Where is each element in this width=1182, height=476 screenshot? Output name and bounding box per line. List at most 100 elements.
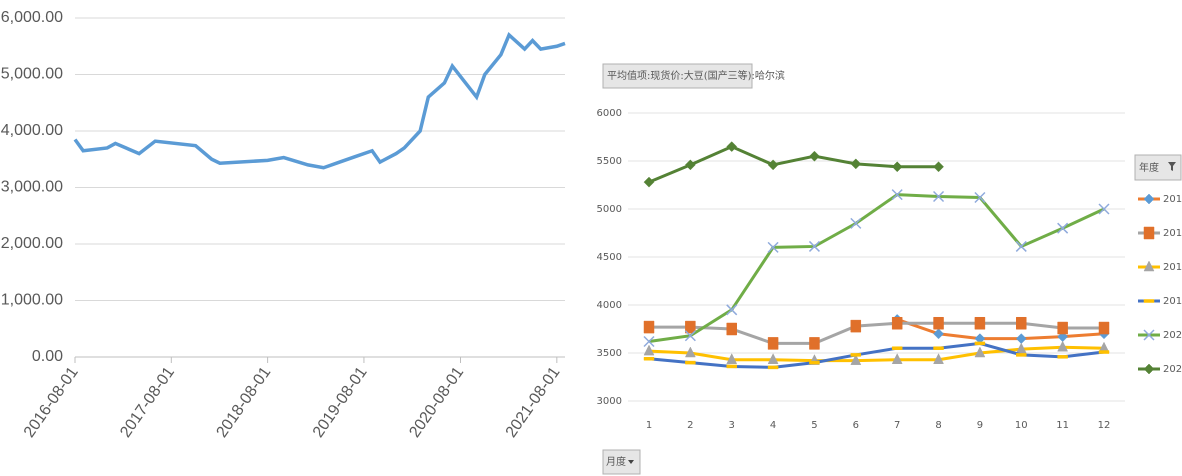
marker <box>767 241 779 253</box>
marker <box>767 159 779 171</box>
marker <box>685 360 696 365</box>
y-tick-label: 1,000.00 <box>1 292 63 309</box>
marker <box>850 353 862 357</box>
marker <box>767 365 779 370</box>
x-tick-label: 2 <box>687 420 693 431</box>
marker <box>726 141 738 152</box>
marker <box>891 189 903 201</box>
y-tick-label: 5,000.00 <box>1 66 63 83</box>
marker <box>974 191 986 204</box>
y-tick-label: 6000 <box>597 108 622 119</box>
marker <box>1015 240 1027 252</box>
pivot-value-field: 平均值项:现货价:大豆(国产三等):哈尔滨 <box>607 69 785 82</box>
marker <box>643 344 655 356</box>
legend-marker <box>1143 363 1155 375</box>
marker <box>684 346 696 358</box>
legend-title: 年度 <box>1139 161 1159 174</box>
marker <box>974 341 986 346</box>
x-tick-label: 5 <box>811 420 817 431</box>
y-tick-label: 3,000.00 <box>1 179 63 196</box>
marker <box>933 161 944 173</box>
x-tick-label: 2017-08-01 <box>117 364 178 441</box>
x-tick-label: 10 <box>1015 420 1028 431</box>
marker <box>643 335 655 348</box>
series-line <box>649 321 1104 345</box>
marker <box>1057 340 1069 352</box>
marker <box>643 320 655 334</box>
x-tick-label: 1 <box>646 420 652 431</box>
marker <box>1016 316 1027 330</box>
series-line <box>648 345 1105 363</box>
marker <box>1057 222 1069 234</box>
legend-marker <box>1143 193 1155 205</box>
x-tick-label: 3 <box>729 420 735 431</box>
y-tick-label: 3000 <box>597 396 622 407</box>
x-tick-label: 11 <box>1056 420 1069 431</box>
marker <box>891 316 903 330</box>
legend-marker <box>1143 329 1155 341</box>
legend-field-button[interactable] <box>1134 154 1182 181</box>
x-tick-label: 4 <box>770 420 776 431</box>
marker <box>809 150 820 162</box>
y-tick-label: 4000 <box>597 300 622 311</box>
marker <box>767 353 779 364</box>
filter-icon <box>1168 162 1176 171</box>
series-line <box>648 144 939 184</box>
marker <box>933 190 945 203</box>
legend-label: 2016 <box>1163 194 1182 205</box>
marker <box>809 360 820 365</box>
legend-label: 2017 <box>1163 228 1182 239</box>
marker <box>726 353 738 364</box>
marker <box>685 159 696 171</box>
marker <box>1098 321 1110 335</box>
x-tick-label: 12 <box>1098 420 1111 431</box>
marker <box>933 328 944 340</box>
x-tick-label: 2018-08-01 <box>213 364 274 441</box>
legend-marker <box>1143 260 1155 272</box>
x-tick-label: 9 <box>977 420 983 431</box>
y-tick-label: 6,000.00 <box>1 9 63 26</box>
x-tick-label: 2021-08-01 <box>503 364 564 441</box>
marker <box>1057 321 1068 335</box>
y-tick-label: 3500 <box>597 348 622 359</box>
marker <box>1098 350 1110 354</box>
marker <box>850 354 862 365</box>
marker <box>850 319 862 333</box>
legend-marker <box>1143 226 1155 240</box>
marker <box>974 316 986 330</box>
axis-field-button[interactable] <box>602 449 641 475</box>
marker <box>974 346 986 358</box>
dropdown-arrow <box>628 460 634 464</box>
x-tick-label: 8 <box>935 420 941 431</box>
field-button[interactable] <box>602 63 753 89</box>
marker <box>684 330 696 342</box>
marker <box>726 364 737 369</box>
marker <box>933 353 944 364</box>
legend-label: 2021 <box>1163 364 1182 375</box>
legend-label: 2018 <box>1163 262 1182 273</box>
series-line <box>648 193 1105 343</box>
marker <box>643 176 655 188</box>
marker <box>1015 342 1027 354</box>
y-tick-label: 5000 <box>597 204 622 215</box>
marker <box>726 322 737 336</box>
marker <box>643 357 655 361</box>
y-tick-label: 4,000.00 <box>1 122 63 139</box>
marker <box>808 240 820 252</box>
price-line <box>73 31 566 170</box>
x-tick-label: 2020-08-01 <box>406 364 467 441</box>
legend-label: 2019 <box>1163 296 1182 307</box>
marker <box>1016 353 1027 357</box>
marker <box>1057 355 1068 359</box>
marker <box>1015 333 1027 344</box>
marker <box>891 161 903 173</box>
x-tick-label: 2016-08-01 <box>21 364 82 441</box>
y-tick-label: 4500 <box>597 252 622 263</box>
legend-marker <box>1143 299 1155 303</box>
marker <box>1098 203 1110 215</box>
y-tick-label: 0.00 <box>32 348 63 365</box>
axis-field: 月度 <box>606 455 626 468</box>
x-tick-label: 2019-08-01 <box>310 364 371 441</box>
series-line <box>896 317 1105 341</box>
